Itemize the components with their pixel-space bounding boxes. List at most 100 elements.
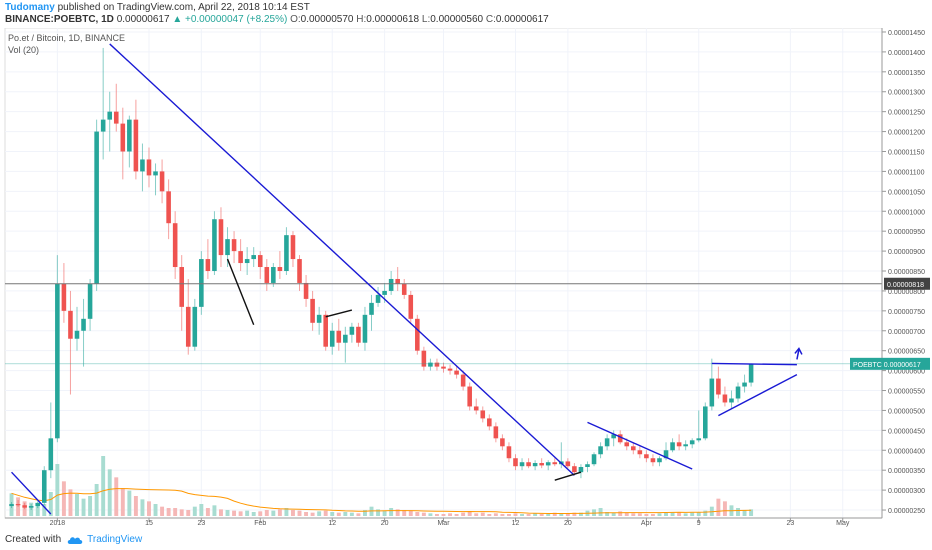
candle-body	[716, 378, 721, 395]
chart-legend-title: Po.et / Bitcoin, 1D, BINANCE	[8, 33, 126, 43]
candle-body	[578, 467, 584, 473]
x-tick-label: 20	[381, 520, 389, 527]
volume-bar	[520, 514, 525, 516]
volume-bar	[225, 510, 230, 516]
y-tick-label: 0.00001300	[888, 90, 925, 97]
candle-body	[329, 330, 335, 347]
candle-body	[460, 374, 466, 387]
price-chart[interactable]: 0.00001450 0.00001400 0.00001350 0.00001300…	[0, 28, 932, 533]
volume-bar	[513, 513, 518, 516]
volume-bar	[192, 506, 197, 516]
candle-body	[421, 350, 427, 367]
volume-bar	[637, 513, 642, 516]
candle-body	[264, 267, 270, 283]
candle-body	[81, 318, 86, 331]
author-name[interactable]: Tudomany	[5, 2, 55, 13]
volume-bar	[683, 513, 688, 516]
volume-bar	[749, 509, 754, 516]
volume-bar	[81, 498, 86, 516]
volume-bar	[166, 508, 171, 516]
volume-bar	[120, 488, 125, 516]
candle-body	[532, 463, 538, 467]
high-label: H:	[356, 14, 367, 25]
volume-bar	[703, 510, 708, 516]
volume-bar	[88, 496, 93, 516]
x-tick-label: 23	[197, 520, 205, 527]
candle-body	[434, 362, 440, 367]
y-tick-label: 0.00000700	[888, 329, 925, 336]
volume-bar	[153, 504, 158, 516]
candle-body	[68, 310, 73, 339]
volume-bar	[611, 512, 616, 516]
candle-body	[650, 458, 656, 463]
x-tick-label: 15	[145, 520, 153, 527]
candle-body	[598, 446, 603, 455]
volume-bar	[376, 509, 381, 516]
volume-bar	[356, 513, 361, 516]
volume-bar	[428, 513, 433, 516]
price-line-value: 0.00000818	[887, 282, 924, 289]
volume-bar	[245, 510, 250, 516]
volume-bar	[461, 512, 466, 516]
candle-body	[467, 386, 472, 407]
volume-bar	[35, 506, 40, 516]
candle-body	[343, 334, 348, 343]
candle-body	[113, 111, 119, 124]
volume-bar	[147, 501, 151, 516]
volume-bar	[434, 514, 439, 516]
y-tick-label: 0.00000750	[888, 309, 925, 316]
trendline	[11, 471, 52, 515]
volume-bar	[114, 477, 119, 516]
volume-bar	[101, 456, 106, 516]
volume-bar	[232, 510, 237, 516]
y-tick-label: 0.00000600	[888, 369, 925, 376]
volume-bar	[644, 514, 649, 516]
candle-body	[185, 306, 191, 347]
ohlc-header: BINANCE:POEBTC, 1D 0.00000617 ▲ +0.00000…	[5, 14, 549, 25]
volume-bar	[631, 513, 636, 516]
candles	[9, 47, 754, 511]
volume-bar	[382, 510, 387, 516]
x-tick-label: 9	[697, 520, 701, 527]
candle-body	[624, 442, 630, 447]
candle-body	[572, 466, 577, 473]
trendline	[109, 43, 575, 476]
volume-bar	[670, 512, 675, 516]
created-with-text: Created with	[5, 534, 62, 545]
candle-body	[473, 406, 479, 411]
candle-body	[146, 159, 152, 176]
volume-bar	[343, 512, 348, 516]
volume-ma-line	[11, 488, 752, 514]
trendline	[587, 421, 693, 470]
candle-body	[591, 454, 597, 465]
close-value: 0.00000617	[495, 14, 549, 25]
candle-body	[565, 461, 571, 467]
y-tick-label: 0.00000450	[888, 428, 925, 435]
volume-bar	[487, 514, 492, 516]
volume-bar	[140, 499, 145, 516]
volume-bar	[552, 512, 557, 516]
volume-bar	[474, 513, 479, 516]
chart-axes: 0.00001450 0.00001400 0.00001350 0.00001300…	[5, 28, 930, 527]
tradingview-brand[interactable]: TradingView	[87, 534, 143, 545]
y-tick-label: 0.00001200	[888, 130, 925, 137]
volume-bar	[205, 508, 210, 516]
candle-body	[212, 219, 217, 272]
volume-bar	[42, 504, 47, 516]
candle-body	[225, 239, 230, 256]
trendline	[325, 309, 353, 318]
candle-body	[153, 171, 158, 176]
candle-body	[631, 446, 636, 451]
volume-bar	[48, 492, 53, 516]
candle-body	[15, 504, 21, 506]
candle-body	[61, 283, 67, 311]
volume-bar	[716, 498, 721, 516]
x-tick-label: 20	[564, 520, 572, 527]
volume-bar	[127, 490, 132, 516]
trendlines	[5, 43, 882, 515]
candle-body	[271, 267, 276, 283]
candle-body	[120, 123, 126, 152]
candle-body	[735, 386, 741, 399]
volume-bar	[68, 489, 73, 516]
candle-body	[454, 370, 459, 375]
